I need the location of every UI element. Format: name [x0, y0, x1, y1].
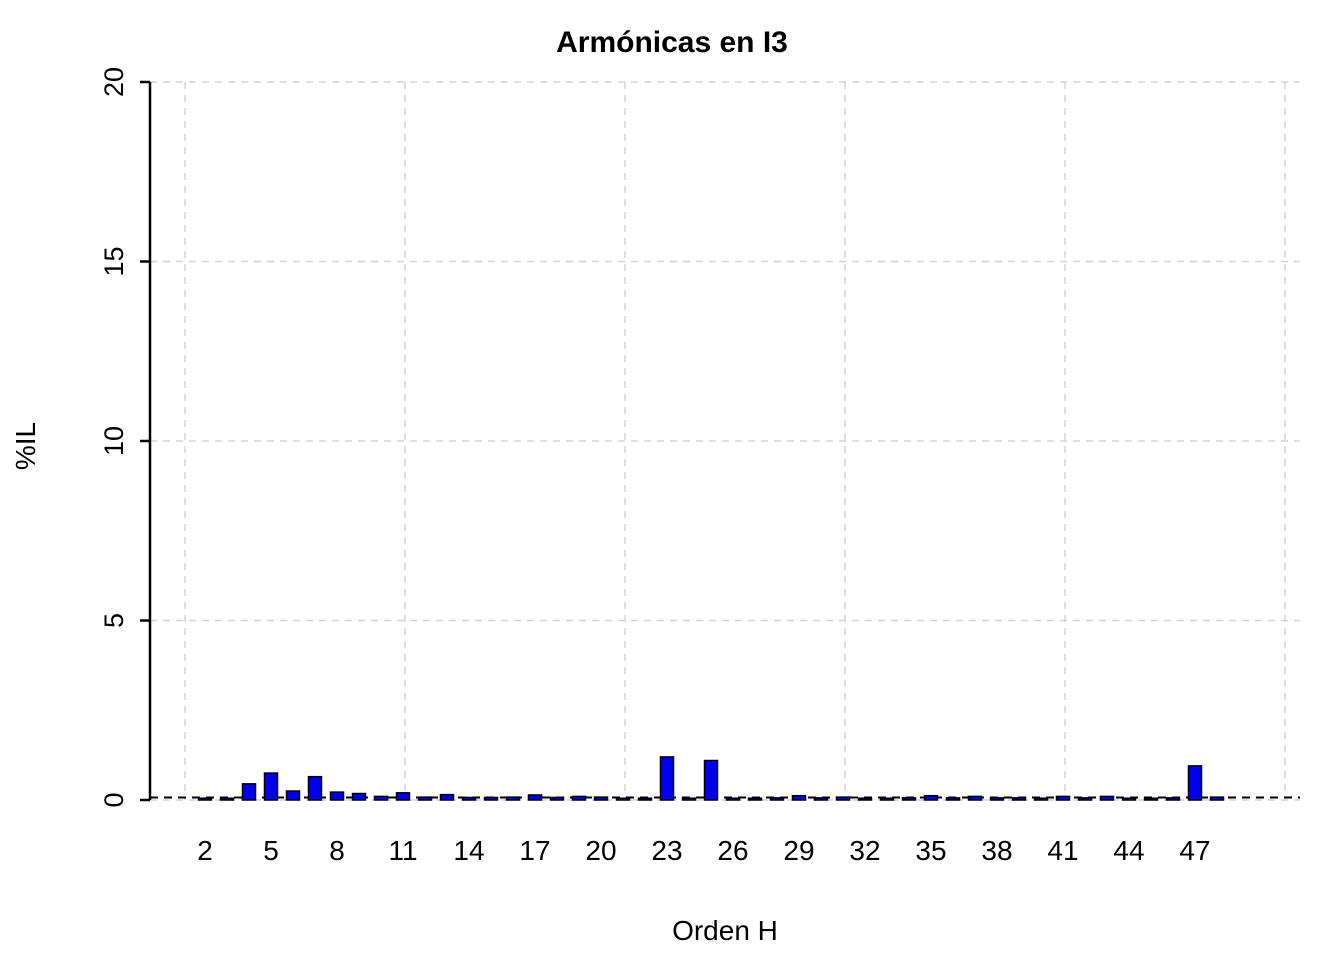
- x-axis-label: Orden H: [672, 915, 778, 946]
- bar-h16: [505, 796, 521, 801]
- x-tick-label-20: 20: [585, 835, 616, 866]
- x-tick-label-14: 14: [453, 835, 484, 866]
- bar-h27: [747, 797, 763, 801]
- bar-h29: [791, 794, 807, 801]
- bar-h20: [593, 796, 609, 801]
- chart-title: Armónicas en I3: [556, 26, 788, 59]
- y-axis-label: %IL: [10, 421, 41, 471]
- bar-h12: [417, 796, 433, 801]
- bar-h40: [1033, 797, 1049, 801]
- bar-h24: [681, 797, 697, 801]
- bar-h44: [1121, 797, 1137, 801]
- bar-h2: [197, 797, 213, 801]
- bar-h37: [967, 795, 983, 801]
- bar-h42: [1077, 797, 1093, 801]
- bar-h28: [769, 797, 785, 801]
- bar-h26: [725, 797, 741, 801]
- bar-h46: [1165, 797, 1181, 801]
- bar-h33: [879, 797, 895, 801]
- bar-h31: [835, 796, 851, 801]
- x-tick-label-32: 32: [849, 835, 880, 866]
- bar-h47: [1187, 765, 1203, 801]
- x-tick-label-23: 23: [651, 835, 682, 866]
- bar-h32: [857, 797, 873, 801]
- y-tick-label-5: 5: [99, 613, 129, 628]
- bar-h15: [483, 796, 499, 801]
- bar-h45: [1143, 797, 1159, 801]
- bar-h43: [1099, 795, 1115, 801]
- x-tick-label-2: 2: [197, 835, 213, 866]
- bar-h18: [549, 796, 565, 801]
- y-tick-label-0: 0: [99, 792, 129, 807]
- bar-h21: [615, 797, 631, 801]
- bar-h23: [659, 756, 675, 801]
- x-tick-label-44: 44: [1113, 835, 1144, 866]
- bar-h36: [945, 797, 961, 801]
- y-tick-label-15: 15: [99, 246, 129, 276]
- x-tick-label-8: 8: [329, 835, 345, 866]
- bar-h17: [527, 794, 543, 801]
- x-tick-label-26: 26: [717, 835, 748, 866]
- bar-h30: [813, 797, 829, 801]
- x-tick-label-5: 5: [263, 835, 279, 866]
- bar-h10: [373, 795, 389, 801]
- x-tick-label-29: 29: [783, 835, 814, 866]
- bar-h19: [571, 795, 587, 801]
- x-tick-label-41: 41: [1047, 835, 1078, 866]
- bar-h6: [285, 790, 301, 801]
- bar-h38: [989, 797, 1005, 801]
- y-tick-label-20: 20: [99, 67, 129, 97]
- bar-h48: [1209, 796, 1225, 801]
- bar-h13: [439, 793, 455, 801]
- x-tick-label-35: 35: [915, 835, 946, 866]
- bar-h25: [703, 759, 719, 801]
- bar-h9: [351, 792, 367, 801]
- x-tick-label-38: 38: [981, 835, 1012, 866]
- bar-h3: [219, 797, 235, 801]
- bar-h22: [637, 797, 653, 801]
- y-tick-label-10: 10: [99, 426, 129, 456]
- x-tick-label-47: 47: [1179, 835, 1210, 866]
- x-tick-label-11: 11: [388, 835, 417, 866]
- bar-h7: [307, 775, 323, 801]
- bar-h5: [263, 772, 279, 801]
- x-tick-label-17: 17: [519, 835, 550, 866]
- bar-h34: [901, 797, 917, 801]
- bar-h35: [923, 794, 939, 801]
- bar-h39: [1011, 797, 1027, 801]
- bar-h11: [395, 792, 411, 801]
- bar-h8: [329, 791, 345, 801]
- bar-h4: [241, 783, 257, 801]
- bar-h41: [1055, 795, 1071, 801]
- bar-h14: [461, 796, 477, 801]
